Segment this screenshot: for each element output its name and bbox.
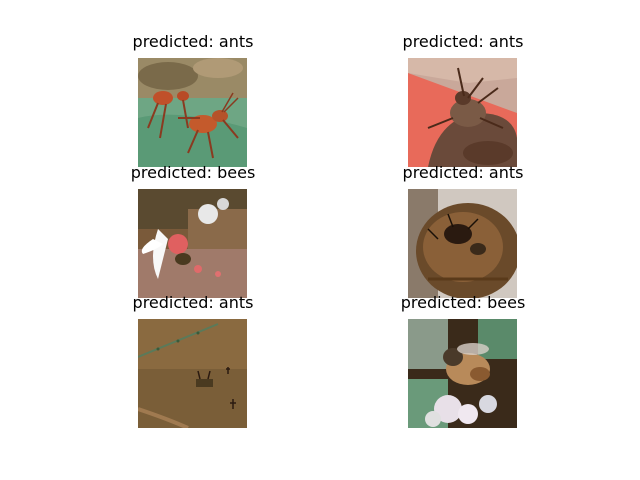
bee-photo bbox=[408, 319, 517, 428]
panel-title: predicted: ants bbox=[402, 163, 524, 182]
panel-title: predicted: bees bbox=[130, 163, 256, 182]
ant-photo bbox=[138, 319, 247, 428]
bee-photo bbox=[138, 189, 247, 298]
ant-photo bbox=[138, 58, 247, 167]
ant-photo bbox=[408, 189, 517, 298]
panel-title: predicted: ants bbox=[132, 293, 254, 312]
panel-title: predicted: ants bbox=[402, 32, 524, 51]
panel-title: predicted: ants bbox=[132, 32, 254, 51]
panel-title: predicted: bees bbox=[400, 293, 526, 312]
ant-photo bbox=[408, 58, 517, 167]
